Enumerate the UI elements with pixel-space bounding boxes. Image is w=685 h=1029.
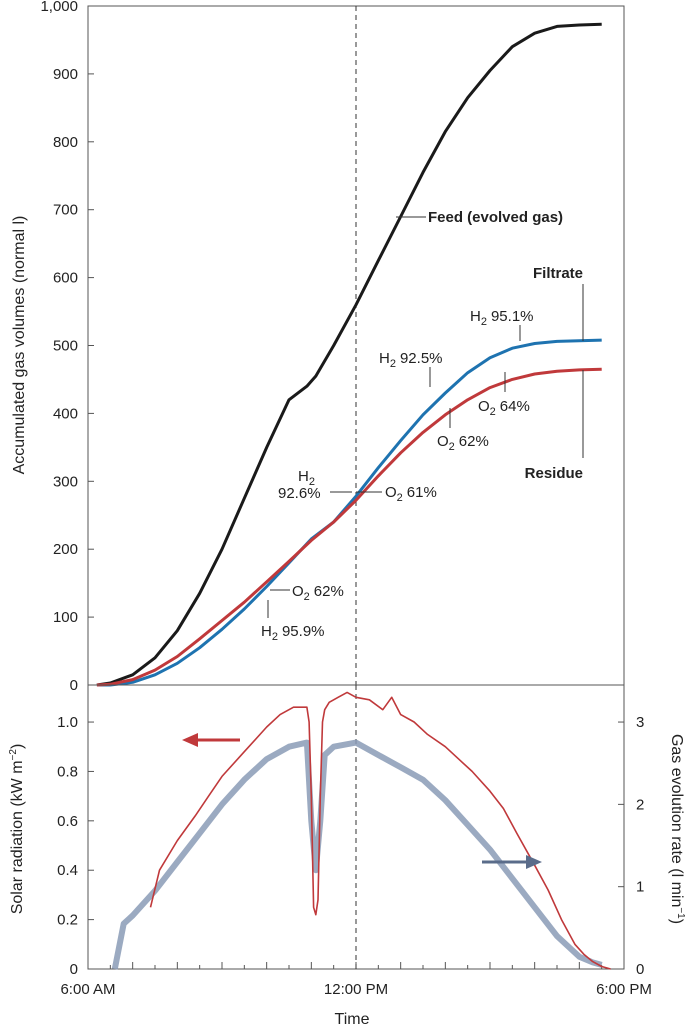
bottom-y-tick-label: 1.0: [57, 714, 78, 731]
top-y-tick-label: 400: [53, 405, 78, 422]
bottom-y2-tick-label: 0: [636, 961, 644, 978]
annotation-h2-92-5: H2 92.5%: [379, 350, 443, 387]
annotation-h2-95-9: H2 95.9%: [261, 600, 325, 643]
top-y-tick-label: 100: [53, 609, 78, 626]
residue-label: Residue: [525, 465, 583, 482]
top-panel: 0 100 200 300 400 500 600 700 800 900 1,000 Accumu…: [11, 0, 625, 694]
left-axis-arrow: [182, 733, 240, 747]
top-y-tick-label: 200: [53, 541, 78, 558]
bottom-left-y-axis: 0 0.2 0.4 0.6 0.8 1.0: [57, 714, 94, 978]
bottom-series-group: [111, 691, 611, 970]
top-y-axis: 0 100 200 300 400 500 600 700 800 900 1,000: [40, 0, 94, 694]
bottom-right-y-axis-title: Gas evolution rate (l min−1): [668, 734, 685, 924]
top-y-tick-label: 300: [53, 473, 78, 490]
feed-label: Feed (evolved gas): [428, 209, 563, 226]
annotation-o2-61: O2 61%: [356, 484, 437, 504]
annotation-h2-95-1: H2 95.1%: [470, 308, 534, 341]
bottom-x-axis: 6:00 AM 12:00 PM 6:00 PM: [60, 962, 652, 998]
bottom-plot-frame: [87, 684, 625, 970]
series-feed-evolved-gas: [96, 22, 602, 687]
top-y-tick-label: 700: [53, 202, 78, 219]
top-y-axis-title: Accumulated gas volumes (normal l): [11, 216, 28, 475]
series-residue: [96, 367, 602, 687]
top-y-tick-label: 800: [53, 134, 78, 151]
bottom-x-tick-label: 6:00 AM: [60, 981, 115, 998]
annotation-o2-64: O2 64%: [478, 372, 530, 418]
top-y-tick-label: 1,000: [40, 0, 78, 15]
top-y-tick-label: 600: [53, 270, 78, 287]
bottom-y-tick-label: 0.4: [57, 862, 78, 879]
bottom-y2-tick-label: 1: [636, 879, 644, 896]
annotation-h2-92-6: H2 92.6%: [278, 468, 352, 502]
svg-text:92.6%: 92.6%: [278, 485, 321, 502]
top-series-group: [96, 22, 602, 687]
annotation-o2-62-upper: O2 62%: [437, 408, 489, 453]
bottom-y-tick-label: 0: [70, 961, 78, 978]
bottom-y-tick-label: 0.2: [57, 912, 78, 929]
top-y-tick-label: 500: [53, 338, 78, 355]
top-y-tick-label: 0: [70, 677, 78, 694]
annotation-o2-62-lower: O2 62%: [270, 583, 344, 603]
series-gas-evolution-rate: [111, 739, 603, 970]
right-axis-arrow: [482, 855, 542, 869]
bottom-y2-tick-label: 3: [636, 714, 644, 731]
top-y-tick-label: 900: [53, 66, 78, 83]
filtrate-label: Filtrate: [533, 265, 583, 282]
x-axis-title: Time: [335, 1011, 370, 1028]
bottom-y-tick-label: 0.6: [57, 813, 78, 830]
series-filtrate: [96, 338, 602, 687]
svg-text:H2: H2: [298, 468, 315, 488]
bottom-right-y-axis: 0 1 2 3: [618, 714, 644, 978]
bottom-y2-tick-label: 2: [636, 796, 644, 813]
bottom-left-y-axis-title: Solar radiation (kW m−2): [8, 744, 26, 915]
bottom-x-tick-label: 6:00 PM: [596, 981, 652, 998]
bottom-x-tick-label: 12:00 PM: [324, 981, 388, 998]
series-solar-radiation: [149, 691, 611, 970]
bottom-y-tick-label: 0.8: [57, 763, 78, 780]
